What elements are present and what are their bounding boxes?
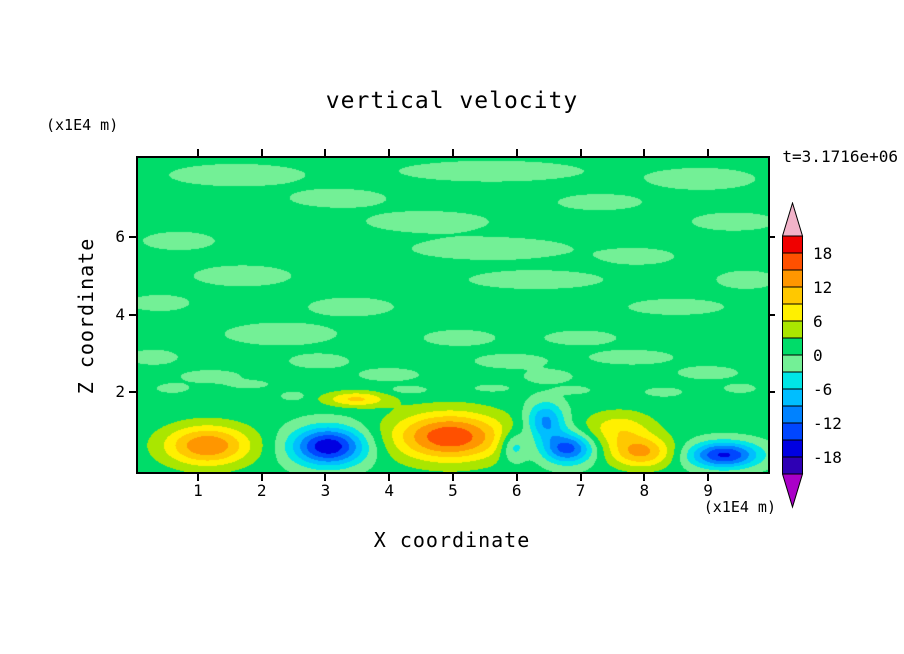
- z-tick-right: [770, 313, 775, 316]
- x-tick-top: [643, 149, 646, 156]
- x-tick-top: [260, 149, 263, 156]
- colorbar-segment: [782, 371, 803, 390]
- colorbar-arrow-high: [782, 202, 804, 237]
- colorbar-segment: [782, 252, 803, 271]
- x-tick: [196, 474, 199, 481]
- x-tick-label: 3: [320, 481, 331, 500]
- x-tick-top: [707, 149, 710, 156]
- z-tick: [129, 391, 136, 394]
- colorbar-segment: [782, 286, 803, 305]
- x-tick-label: 4: [384, 481, 395, 500]
- x-tick-top: [515, 149, 518, 156]
- z-tick-right: [770, 236, 775, 239]
- colorbar-segment: [782, 235, 803, 254]
- x-tick: [707, 474, 710, 481]
- plot-frame: [136, 156, 770, 474]
- colorbar-level-label: 6: [813, 312, 823, 331]
- z-tick: [129, 313, 136, 316]
- z-tick: [129, 236, 136, 239]
- colorbar-segment: [782, 405, 803, 424]
- z-axis-unit-label: (x1E4 m): [46, 116, 119, 134]
- colorbar-segment: [782, 354, 803, 373]
- colorbar-segment: [782, 439, 803, 458]
- x-tick: [452, 474, 454, 481]
- x-tick: [324, 474, 327, 481]
- colorbar-level-label: -6: [813, 380, 832, 399]
- colorbar-segment: [782, 303, 803, 322]
- x-tick-top: [388, 149, 391, 156]
- colorbar-segment: [782, 456, 803, 475]
- x-tick-label: 6: [511, 481, 522, 500]
- x-tick-label: 5: [448, 481, 458, 500]
- colorbar-level-label: 0: [813, 346, 823, 365]
- colorbar-level-label: -12: [813, 414, 842, 433]
- x-tick-label: 1: [193, 481, 203, 500]
- z-tick-label: 2: [115, 382, 125, 402]
- colorbar-level-label: -18: [813, 448, 842, 467]
- colorbar-segment: [782, 422, 803, 441]
- contour-field-canvas: [138, 158, 768, 472]
- x-tick-label: 9: [703, 481, 713, 500]
- colorbar-segment: [782, 337, 803, 356]
- x-tick: [515, 474, 518, 481]
- colorbar-segment: [782, 320, 803, 339]
- x-axis-title: X coordinate: [373, 528, 531, 552]
- colorbar-level-label: 12: [813, 278, 832, 297]
- colorbar-segment: [782, 269, 803, 288]
- x-tick-top: [579, 149, 582, 156]
- z-tick-label: 4: [115, 304, 125, 324]
- x-tick-top: [324, 149, 327, 156]
- x-tick: [260, 474, 263, 481]
- x-tick: [643, 474, 646, 481]
- plot-title: vertical velocity: [325, 88, 579, 114]
- x-tick-label: 2: [256, 481, 267, 500]
- x-tick-label: 7: [575, 481, 586, 500]
- z-tick-label: 6: [115, 227, 125, 247]
- colorbar-segment: [782, 388, 803, 407]
- colorbar: 18 12 6 0 -6 -12 -18: [782, 202, 842, 509]
- x-tick: [579, 474, 582, 481]
- x-tick-top: [452, 149, 454, 156]
- x-tick: [388, 474, 391, 481]
- colorbar-arrow-low: [782, 473, 804, 509]
- x-tick-label: 8: [639, 481, 650, 500]
- x-tick-top: [196, 149, 199, 156]
- colorbar-level-label: 18: [813, 244, 832, 263]
- time-annotation: t=3.1716e+06: [782, 147, 898, 166]
- x-axis-unit-label: (x1E4 m): [703, 498, 776, 516]
- z-tick-right: [770, 391, 775, 394]
